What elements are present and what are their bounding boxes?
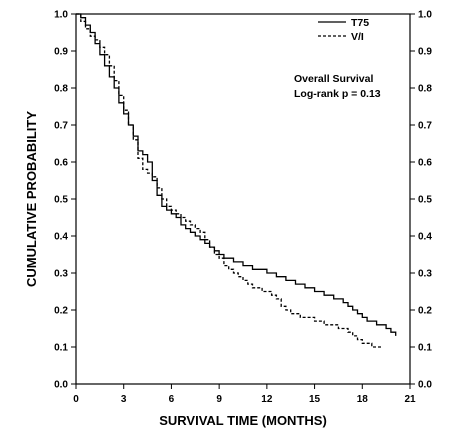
legend-label-vi: V/I <box>351 31 364 43</box>
y-tick-label-right: 0.0 <box>418 380 432 391</box>
legend: T75 V/I <box>318 17 369 43</box>
annotation-pvalue: Log-rank p = 0.13 <box>294 88 381 100</box>
x-tick-label: 0 <box>73 394 79 405</box>
y-tick-label-right: 0.5 <box>418 195 432 206</box>
y-tick-label-left: 0.0 <box>54 380 68 391</box>
y-tick-label-left: 0.5 <box>54 195 68 206</box>
y-tick-label-right: 0.8 <box>418 84 432 95</box>
y-tick-label-left: 0.7 <box>54 121 68 132</box>
y-tick-label-right: 0.1 <box>418 343 432 354</box>
y-tick-label-right: 0.7 <box>418 121 432 132</box>
x-tick-label: 12 <box>261 394 273 405</box>
y-tick-label-left: 0.8 <box>54 84 68 95</box>
y-axis-right: 0.0 0.1 0.2 0.3 0.4 0.5 0.6 0.7 0.8 0.9 1.0 <box>410 10 432 391</box>
x-tick-label: 3 <box>121 394 127 405</box>
x-tick-label: 18 <box>357 394 369 405</box>
y-tick-label-right: 0.2 <box>418 306 432 317</box>
y-tick-label-left: 0.1 <box>54 343 68 354</box>
series-layer <box>76 13 397 348</box>
y-tick-label-left: 0.3 <box>54 269 68 280</box>
annotation-title: Overall Survival <box>294 73 373 85</box>
y-tick-label-right: 0.6 <box>418 158 432 169</box>
y-tick-label-left: 0.4 <box>54 232 68 243</box>
plot-frame <box>75 13 411 385</box>
legend-label-t75: T75 <box>351 17 369 29</box>
series-line-t75 <box>76 13 397 336</box>
annotation: Overall Survival Log-rank p = 0.13 <box>294 73 381 100</box>
y-axis-title: CUMULATIVE PROBABILITY <box>24 111 39 287</box>
y-tick-label-left: 0.2 <box>54 306 68 317</box>
y-tick-label-right: 0.3 <box>418 269 432 280</box>
y-tick-label-right: 0.9 <box>418 47 432 58</box>
y-tick-label-left: 0.9 <box>54 47 68 58</box>
x-tick-label: 15 <box>309 394 321 405</box>
x-tick-label: 9 <box>216 394 222 405</box>
y-tick-label-left: 0.6 <box>54 158 68 169</box>
x-tick-label: 21 <box>404 394 416 405</box>
y-tick-label-right: 1.0 <box>418 10 432 21</box>
x-axis: 0 3 6 9 12 15 18 21 <box>73 384 416 405</box>
y-tick-label-right: 0.4 <box>418 232 432 243</box>
series-line-vi <box>76 13 382 348</box>
x-axis-title: SURVIVAL TIME (MONTHS) <box>159 413 327 428</box>
y-axis-left: 0.0 0.1 0.2 0.3 0.4 0.5 0.6 0.7 0.8 0.9 1.0 <box>54 10 76 391</box>
y-tick-label-left: 1.0 <box>54 10 68 21</box>
x-tick-label: 6 <box>169 394 175 405</box>
